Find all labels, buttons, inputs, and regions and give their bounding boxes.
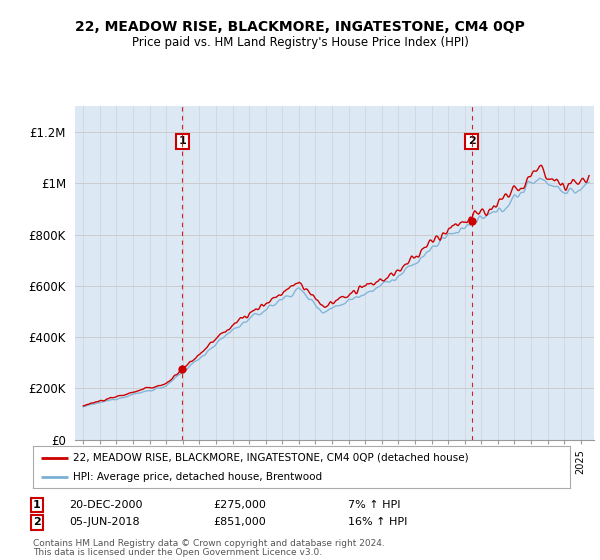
Text: Contains HM Land Registry data © Crown copyright and database right 2024.: Contains HM Land Registry data © Crown c…	[33, 539, 385, 548]
Text: HPI: Average price, detached house, Brentwood: HPI: Average price, detached house, Bren…	[73, 472, 322, 482]
Text: 7% ↑ HPI: 7% ↑ HPI	[348, 500, 401, 510]
Text: 16% ↑ HPI: 16% ↑ HPI	[348, 517, 407, 528]
Text: 2: 2	[33, 517, 41, 528]
Text: This data is licensed under the Open Government Licence v3.0.: This data is licensed under the Open Gov…	[33, 548, 322, 557]
Text: 1: 1	[33, 500, 41, 510]
Text: 22, MEADOW RISE, BLACKMORE, INGATESTONE, CM4 0QP (detached house): 22, MEADOW RISE, BLACKMORE, INGATESTONE,…	[73, 452, 469, 463]
Text: £851,000: £851,000	[213, 517, 266, 528]
Text: 22, MEADOW RISE, BLACKMORE, INGATESTONE, CM4 0QP: 22, MEADOW RISE, BLACKMORE, INGATESTONE,…	[75, 20, 525, 34]
Text: 1: 1	[178, 137, 186, 146]
Text: Price paid vs. HM Land Registry's House Price Index (HPI): Price paid vs. HM Land Registry's House …	[131, 36, 469, 49]
Text: £275,000: £275,000	[213, 500, 266, 510]
Text: 20-DEC-2000: 20-DEC-2000	[69, 500, 143, 510]
Text: 2: 2	[468, 137, 476, 146]
Text: 05-JUN-2018: 05-JUN-2018	[69, 517, 140, 528]
